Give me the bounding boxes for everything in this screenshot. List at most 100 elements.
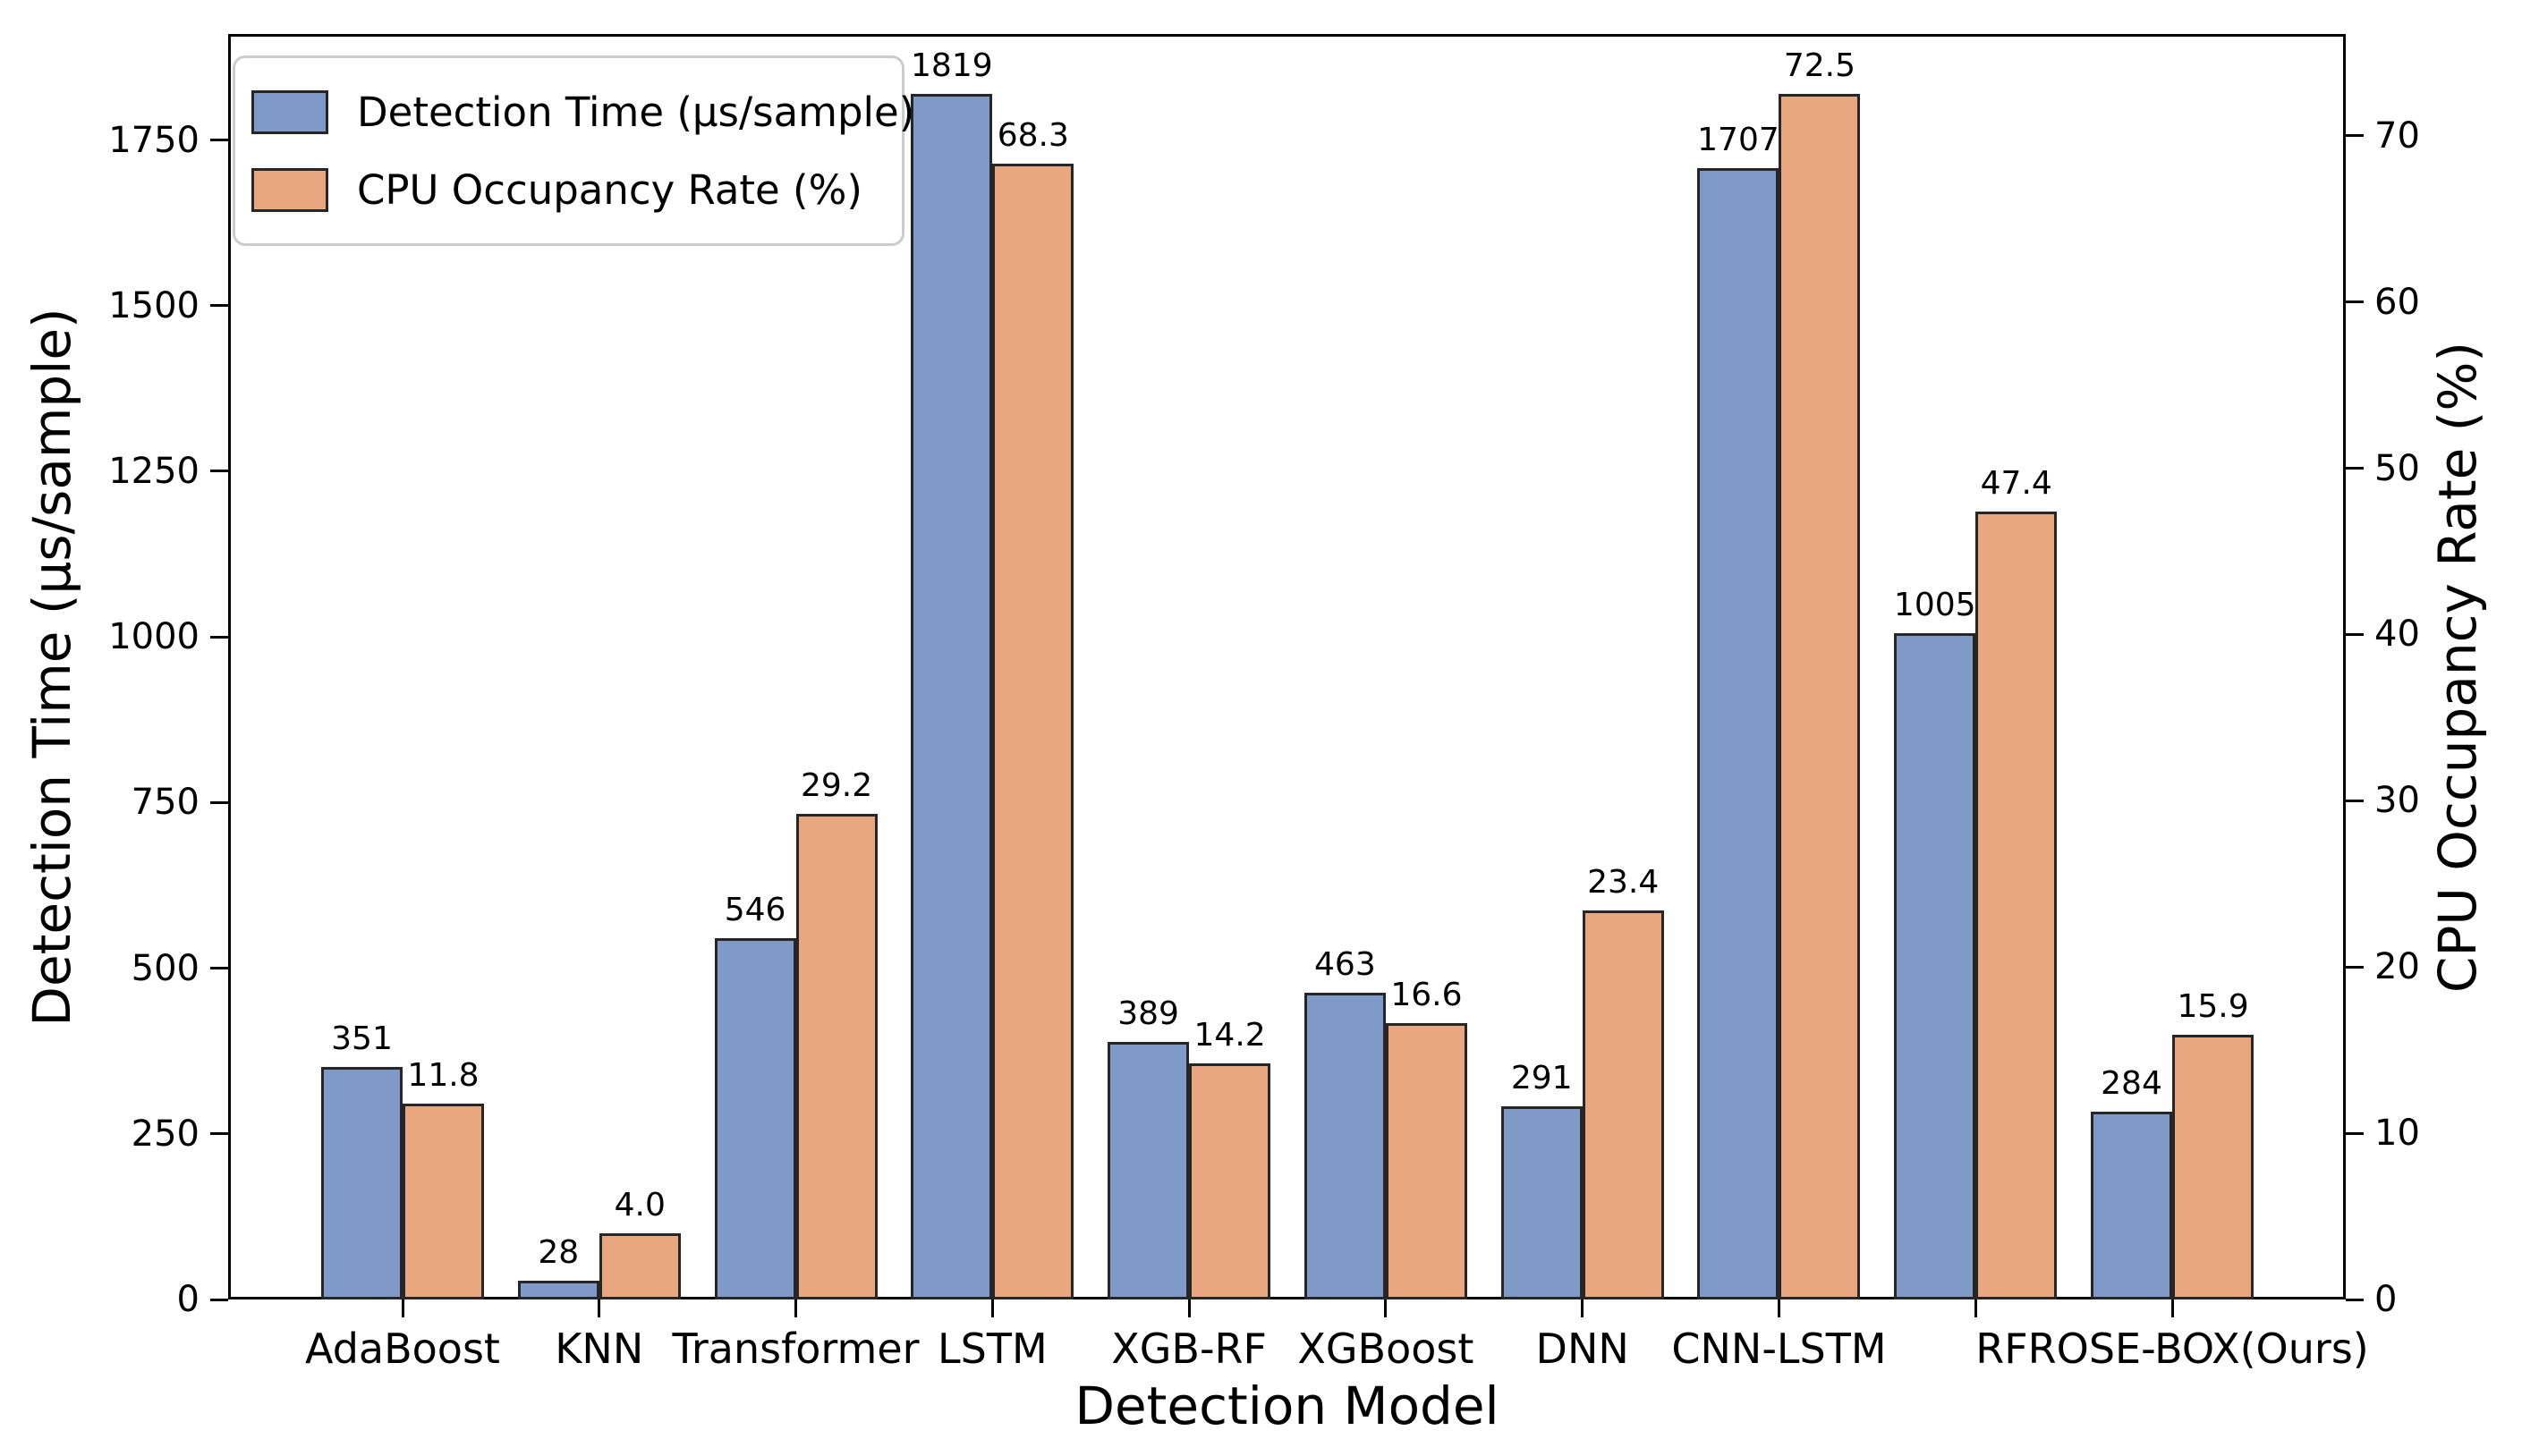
y-axis-title-right: CPU Occupancy Rate (%) (2427, 341, 2488, 993)
x-tick-mark (1974, 1299, 1977, 1317)
bar-left-KNN (517, 1281, 599, 1299)
x-tick-label: RFROSE-BOX(Ours) (1975, 1325, 2369, 1373)
legend-label-detection-time: Detection Time (μs/sample) (357, 88, 915, 136)
bar-value-label: 29.2 (800, 767, 873, 805)
y-tick-mark-left (210, 1132, 228, 1136)
x-tick-mark (794, 1299, 798, 1317)
y-tick-mark-left (210, 635, 228, 639)
x-tick-label: DNN (1535, 1325, 1629, 1373)
bar-value-label: 1005 (1893, 587, 1976, 624)
bar-right-KNN (599, 1232, 681, 1299)
bar-value-label: 16.6 (1390, 977, 1463, 1014)
y-tick-label-right: 20 (2374, 946, 2420, 988)
x-tick-mark (401, 1299, 404, 1317)
y-tick-label-left: 1250 (108, 450, 200, 492)
bar-value-label: 4.0 (614, 1186, 666, 1223)
y-tick-label-right: 70 (2374, 114, 2420, 157)
x-tick-label: XGB-RF (1111, 1325, 1267, 1373)
bar-left-XGB-RF (1108, 1041, 1190, 1299)
bar-right-DNN (1582, 910, 1664, 1299)
y-tick-label-right: 50 (2374, 447, 2420, 489)
y-tick-label-right: 30 (2374, 780, 2420, 822)
y-tick-label-left: 0 (176, 1279, 200, 1320)
legend: Detection Time (μs/sample) CPU Occupancy… (233, 55, 914, 246)
x-tick-mark (990, 1299, 994, 1317)
x-tick-mark (1777, 1299, 1780, 1317)
x-tick-label: CNN-LSTM (1671, 1325, 1887, 1373)
y-tick-label-left: 750 (131, 782, 200, 824)
bar-value-label: 1707 (1697, 122, 1779, 159)
bar-value-label: 28 (538, 1234, 580, 1272)
y-tick-label-left: 250 (131, 1113, 200, 1155)
y-tick-label-left: 1000 (108, 616, 200, 658)
y-tick-label-right: 0 (2374, 1279, 2398, 1320)
y-tick-mark-right (2346, 965, 2364, 969)
bar-right-Transformer (795, 814, 878, 1299)
bar-value-label: 463 (1314, 945, 1376, 983)
bar-right-CNN-LSTM (1779, 94, 1861, 1299)
bar-left-DNN (1500, 1106, 1583, 1299)
legend-entry-detection-time: Detection Time (μs/sample) (251, 89, 914, 136)
bar-right-unlabeled-8 (1975, 511, 2058, 1299)
bar-right-RFROSE-BOX(Ours) (2172, 1035, 2255, 1299)
bar-value-label: 15.9 (2177, 988, 2249, 1026)
bar-value-label: 14.2 (1193, 1017, 1266, 1054)
y-tick-mark-right (2346, 301, 2364, 304)
y-tick-mark-left (210, 304, 228, 308)
y-tick-mark-right (2346, 467, 2364, 470)
legend-label-cpu-occupancy: CPU Occupancy Rate (%) (357, 165, 862, 214)
plot-area (228, 34, 2346, 1299)
y-tick-label-right: 40 (2374, 614, 2420, 656)
bar-value-label: 351 (331, 1020, 393, 1057)
y-tick-mark-left (210, 1298, 228, 1301)
y-tick-mark-right (2346, 799, 2364, 802)
y-tick-mark-left (210, 139, 228, 142)
legend-entry-cpu-occupancy: CPU Occupancy Rate (%) (251, 166, 902, 214)
y-axis-title-left: Detection Time (μs/sample) (21, 307, 82, 1027)
y-tick-mark-right (2346, 1131, 2364, 1135)
x-tick-mark (2170, 1299, 2174, 1317)
y-tick-label-left: 1750 (108, 119, 200, 161)
x-tick-label: AdaBoost (305, 1325, 500, 1373)
bar-left-Transformer (714, 937, 796, 1299)
y-tick-mark-left (210, 470, 228, 473)
x-tick-mark (1581, 1299, 1584, 1317)
bar-right-XGBoost (1385, 1023, 1467, 1299)
legend-swatch-cpu-occupancy (251, 167, 328, 212)
bar-left-unlabeled-8 (1894, 633, 1976, 1299)
bar-left-XGBoost (1303, 992, 1386, 1299)
y-tick-label-left: 500 (131, 947, 200, 989)
bar-value-label: 284 (2101, 1064, 2162, 1102)
bar-value-label: 1819 (911, 47, 993, 85)
bar-value-label: 47.4 (1980, 464, 2052, 502)
y-tick-mark-right (2346, 632, 2364, 636)
bar-right-LSTM (992, 164, 1074, 1299)
y-tick-mark-left (210, 967, 228, 970)
y-tick-mark-right (2346, 1298, 2364, 1301)
bar-value-label: 291 (1510, 1060, 1573, 1097)
x-tick-mark (1384, 1299, 1388, 1317)
bar-right-AdaBoost (403, 1103, 484, 1299)
bar-left-CNN-LSTM (1697, 168, 1779, 1299)
y-tick-mark-left (210, 800, 228, 804)
y-tick-label-right: 10 (2374, 1113, 2420, 1155)
bar-value-label: 72.5 (1783, 47, 1856, 85)
y-tick-label-left: 1500 (108, 284, 200, 326)
legend-swatch-detection-time (251, 89, 328, 134)
bar-left-RFROSE-BOX(Ours) (2091, 1111, 2173, 1299)
y-tick-label-right: 60 (2374, 281, 2420, 323)
x-tick-mark (598, 1299, 601, 1317)
x-tick-label: XGBoost (1297, 1325, 1474, 1373)
x-tick-label: KNN (555, 1325, 644, 1373)
bar-value-label: 389 (1117, 995, 1179, 1032)
bar-value-label: 546 (724, 891, 786, 928)
bar-value-label: 11.8 (407, 1056, 480, 1094)
x-tick-label: LSTM (938, 1325, 1048, 1373)
x-tick-label: Transformer (672, 1325, 920, 1373)
bar-value-label: 23.4 (1587, 864, 1660, 902)
bar-value-label: 68.3 (997, 117, 1069, 155)
x-tick-mark (1187, 1299, 1191, 1317)
y-tick-mark-right (2346, 134, 2364, 138)
bar-left-AdaBoost (321, 1066, 403, 1299)
